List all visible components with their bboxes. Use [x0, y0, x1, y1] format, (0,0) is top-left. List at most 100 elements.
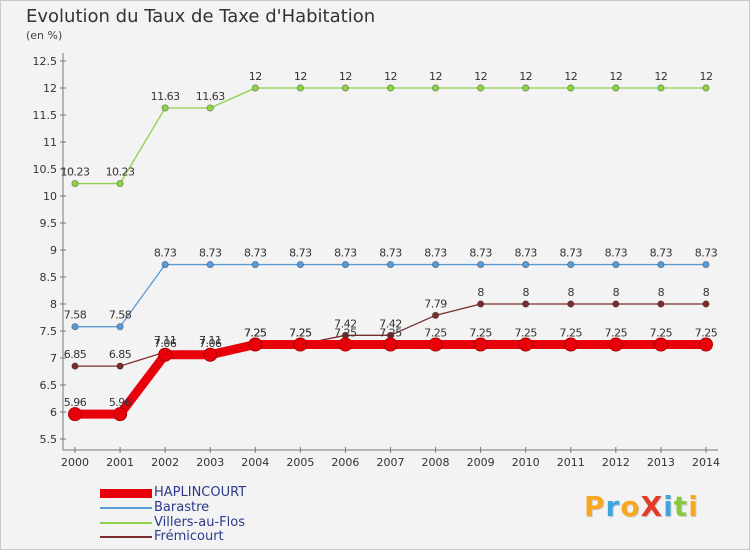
- x-tick-label: 2003: [196, 456, 224, 469]
- data-label: 12: [429, 70, 442, 83]
- data-point: [657, 300, 665, 308]
- logo-letter: r: [605, 490, 621, 523]
- data-point: [203, 347, 218, 362]
- data-point: [477, 260, 485, 269]
- data-point: [702, 84, 710, 92]
- data-point: [113, 407, 128, 422]
- data-point: [68, 407, 82, 422]
- data-label: 7.58: [64, 309, 87, 322]
- x-tick-label: 2013: [647, 456, 675, 469]
- data-label: 7.42: [334, 317, 357, 330]
- data-label: 8: [613, 286, 620, 299]
- data-point: [431, 84, 440, 92]
- y-tick-label: 11: [43, 136, 57, 149]
- data-point: [657, 260, 665, 269]
- data-label: 12: [699, 70, 712, 83]
- data-point: [296, 260, 304, 269]
- data-point: [386, 260, 395, 269]
- data-label: 7.25: [424, 327, 447, 340]
- x-tick-label: 2000: [61, 456, 89, 469]
- data-point: [71, 179, 79, 188]
- x-tick-label: 2011: [557, 456, 585, 469]
- data-label: 8.73: [334, 247, 357, 260]
- data-point: [71, 323, 79, 331]
- y-tick-label: 9.5: [40, 217, 58, 230]
- x-tick-label: 2012: [602, 456, 630, 469]
- x-tick-label: 2014: [692, 456, 720, 469]
- data-point: [161, 104, 169, 112]
- y-tick-label: 10: [43, 190, 57, 203]
- x-tick-label: 2010: [512, 456, 540, 469]
- x-tick-label: 2005: [286, 456, 314, 469]
- data-label: 7.79: [424, 297, 447, 310]
- data-label: 7.25: [379, 327, 402, 340]
- data-label: 7.25: [514, 327, 537, 340]
- data-label: 8.73: [560, 247, 583, 260]
- data-point: [657, 84, 665, 92]
- data-label: 12: [249, 70, 262, 83]
- data-label: 7.11: [199, 334, 222, 347]
- data-label: 12: [564, 70, 577, 83]
- data-label: 7.25: [289, 327, 312, 340]
- data-label: 7.06: [154, 337, 177, 350]
- y-tick-label: 7: [50, 352, 57, 365]
- data-label: 8: [658, 286, 665, 299]
- y-tick-label: 11.5: [33, 109, 58, 122]
- y-tick-label: 8.5: [40, 271, 58, 284]
- legend-label: Frémicourt: [154, 529, 224, 544]
- legend-swatch: [100, 522, 152, 524]
- data-label: 8.73: [514, 247, 537, 260]
- data-label: 7.25: [605, 327, 628, 340]
- y-tick-label: 10.5: [33, 163, 58, 176]
- data-label: 7.25: [289, 327, 312, 340]
- data-point: [698, 337, 713, 352]
- data-point: [477, 84, 485, 92]
- data-point: [71, 362, 79, 370]
- data-point: [251, 84, 259, 92]
- chart-title: Evolution du Taux de Taxe d'Habitation: [26, 6, 376, 27]
- logo-letter: t: [673, 490, 689, 523]
- x-tick-label: 2008: [422, 456, 450, 469]
- data-label: 7.25: [695, 327, 718, 340]
- logo-letter: i: [663, 490, 674, 523]
- data-point: [341, 260, 350, 269]
- data-point: [473, 337, 488, 352]
- data-label: 10.23: [61, 166, 90, 179]
- data-label: 7.42: [379, 317, 402, 330]
- data-label: 12: [384, 70, 397, 83]
- data-label: 7.25: [244, 327, 267, 340]
- data-point: [296, 84, 304, 92]
- data-point: [522, 260, 530, 269]
- legend-label: Villers-au-Flos: [154, 515, 245, 530]
- data-label: 7.58: [109, 309, 132, 322]
- data-label: 7.25: [469, 327, 492, 340]
- data-label: 8: [477, 286, 484, 299]
- legend-swatch: [100, 488, 152, 498]
- data-point: [522, 300, 530, 308]
- data-point: [567, 300, 575, 308]
- data-point: [608, 337, 623, 352]
- x-tick-label: 2001: [106, 456, 134, 469]
- logo-letter: i: [688, 490, 699, 523]
- data-label: 11.63: [196, 90, 225, 103]
- data-label: 5.96: [109, 396, 132, 409]
- data-point: [338, 337, 353, 352]
- data-point: [206, 260, 214, 269]
- data-point: [612, 300, 620, 308]
- data-label: 8.73: [199, 247, 222, 260]
- data-label: 8: [703, 286, 710, 299]
- data-label: 5.96: [64, 396, 87, 409]
- data-point: [563, 337, 578, 352]
- data-label: 7.25: [334, 327, 357, 340]
- y-tick-label: 6.5: [40, 379, 58, 392]
- data-label: 8.73: [244, 247, 267, 260]
- data-point: [428, 337, 443, 352]
- data-point: [518, 337, 533, 352]
- data-point: [116, 179, 124, 188]
- data-point: [431, 311, 440, 319]
- data-label: 12: [654, 70, 667, 83]
- logo-letter: X: [640, 490, 664, 523]
- y-tick-label: 8: [50, 298, 57, 311]
- data-point: [702, 300, 710, 308]
- data-point: [477, 300, 485, 308]
